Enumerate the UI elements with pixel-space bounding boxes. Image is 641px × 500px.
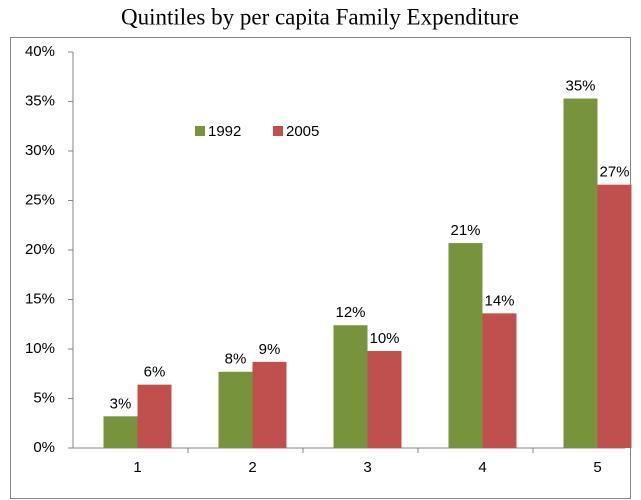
x-tick-label: 5: [593, 459, 601, 476]
bar: [597, 184, 632, 448]
y-tick-label: 20%: [25, 241, 55, 258]
bar: [563, 98, 598, 448]
x-tick-label: 2: [248, 459, 256, 476]
bar: [218, 371, 253, 448]
value-label: 9%: [259, 341, 281, 358]
value-label: 8%: [225, 351, 247, 368]
value-label: 21%: [450, 222, 480, 239]
value-label: 3%: [110, 395, 132, 412]
bar: [103, 416, 138, 448]
y-tick-label: 35%: [25, 92, 55, 109]
x-tick-label: 4: [478, 459, 486, 476]
y-tick-label: 40%: [25, 43, 55, 60]
legend-label: 2005: [286, 123, 319, 140]
legend-label: 1992: [208, 123, 241, 140]
legend-swatch: [273, 126, 283, 136]
y-tick-label: 5%: [33, 389, 55, 406]
x-tick-label: 3: [363, 459, 371, 476]
value-label: 14%: [484, 292, 514, 309]
value-label: 27%: [599, 164, 629, 181]
y-tick-label: 0%: [33, 439, 55, 456]
bar: [367, 350, 402, 448]
value-label: 35%: [565, 77, 595, 94]
bar: [448, 243, 483, 448]
value-label: 6%: [144, 364, 166, 381]
bar: [482, 313, 517, 448]
legend-swatch: [195, 126, 205, 136]
y-tick-label: 30%: [25, 142, 55, 159]
y-tick-label: 25%: [25, 191, 55, 208]
bar: [333, 325, 368, 448]
bar: [252, 361, 287, 448]
bar: [137, 384, 172, 448]
y-tick-label: 15%: [25, 290, 55, 307]
x-tick-label: 1: [133, 459, 141, 476]
value-label: 10%: [369, 330, 399, 347]
value-label: 12%: [335, 304, 365, 321]
chart-title: Quintiles by per capita Family Expenditu…: [121, 4, 519, 29]
y-tick-label: 10%: [25, 340, 55, 357]
